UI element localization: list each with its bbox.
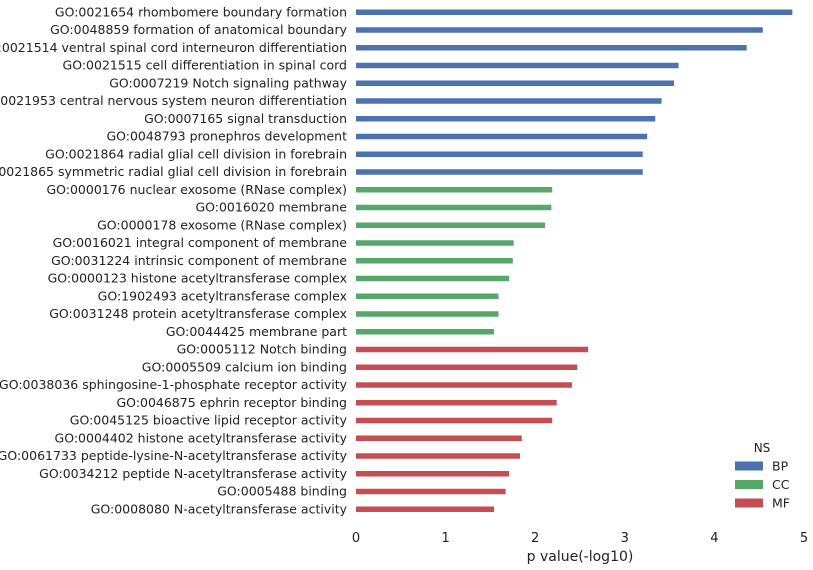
category-label: GO:0021515 cell differentiation in spina… — [63, 58, 347, 73]
bar-mf — [356, 488, 506, 495]
bar-cc — [356, 240, 514, 246]
category-label: GO:0038036 sphingosine-1-phosphate recep… — [0, 377, 348, 392]
x-tick-label: 0 — [352, 531, 360, 546]
bar-bp — [356, 116, 656, 122]
bar-mf — [356, 435, 522, 441]
category-label: GO:0031224 intrinsic component of membra… — [51, 253, 347, 268]
category-label: GO:0005488 binding — [217, 484, 347, 499]
category-label: GO:0048859 formation of anatomical bound… — [50, 22, 347, 37]
bar-bp — [356, 80, 675, 86]
x-tick-label: 2 — [531, 531, 539, 546]
bar-bp — [356, 98, 662, 104]
x-tick-label: 4 — [710, 531, 718, 546]
bar-cc — [356, 187, 553, 193]
category-label: GO:0031248 protein acetyltransferase com… — [49, 306, 347, 321]
category-label: GO:0061733 peptide-lysine-N-acetyltransf… — [0, 448, 348, 463]
category-label: GO:0048793 pronephros development — [106, 129, 347, 144]
bar-mf — [356, 471, 510, 477]
bar-cc — [356, 311, 499, 317]
bar-mf — [356, 417, 553, 424]
category-label: GO:0046875 ephrin receptor binding — [116, 395, 347, 410]
category-label: GO:0016020 membrane — [195, 200, 347, 215]
category-label: GO:0021865 symmetric radial glial cell d… — [0, 164, 347, 179]
category-label: GO:0005112 Notch binding — [177, 342, 347, 357]
x-axis-ticks-group: 0 1 2 3 4 5 — [352, 531, 808, 546]
category-label: GO:0044425 membrane part — [166, 324, 347, 339]
category-label: GO:0021654 rhombomere boundary formation — [55, 4, 347, 19]
category-label: GO:0000178 exosome (RNase complex) — [97, 217, 347, 232]
legend-swatch-bp — [735, 461, 763, 471]
category-labels-group: GO:0021654 rhombomere boundary formation… — [0, 4, 348, 516]
category-label: GO:0005509 calcium ion binding — [142, 359, 347, 374]
category-label: GO:0045125 bioactive lipid receptor acti… — [70, 413, 348, 428]
bar-bp — [356, 45, 747, 51]
bar-cc — [356, 222, 546, 228]
bar-bp — [356, 133, 648, 140]
bar-mf — [356, 400, 557, 406]
category-label: GO:0000123 histone acetyltransferase com… — [48, 271, 347, 286]
bar-cc — [356, 293, 499, 299]
bar-bp — [356, 151, 643, 157]
category-label: GO:0021514 ventral spinal cord interneur… — [0, 40, 347, 55]
bars-group — [356, 9, 793, 512]
bar-cc — [356, 258, 513, 264]
category-label: GO:0007165 signal transduction — [144, 111, 347, 126]
bar-mf — [356, 453, 520, 459]
category-label: GO:0008080 N-acetyltransferase activity — [91, 501, 348, 516]
bar-bp — [356, 62, 679, 69]
category-label: GO:0004402 histone acetyltransferase act… — [55, 430, 348, 445]
category-label: GO:0016021 integral component of membran… — [53, 235, 348, 250]
bar-cc — [356, 329, 494, 335]
bar-bp — [356, 9, 793, 15]
bar-mf — [356, 346, 589, 353]
legend-title: NS — [754, 441, 771, 455]
category-label: GO:0000176 nuclear exosome (RNase comple… — [46, 182, 347, 197]
bar-bp — [356, 169, 643, 175]
x-axis-label: p value(-log10) — [527, 549, 634, 565]
legend-swatch-mf — [735, 498, 763, 508]
legend-swatch-cc — [735, 480, 763, 489]
legend-label-mf: MF — [772, 496, 790, 511]
category-label: GO:1902493 acetyltransferase complex — [98, 288, 347, 303]
x-tick-label: 1 — [441, 531, 449, 546]
category-label: GO:0007219 Notch signaling pathway — [109, 75, 347, 90]
bar-cc — [356, 204, 552, 211]
legend-label-bp: BP — [772, 459, 789, 474]
x-tick-label: 5 — [800, 531, 808, 546]
category-label: GO:0034212 peptide N-acetyltransferase a… — [39, 466, 347, 481]
bar-bp — [356, 27, 763, 33]
category-label: GO:0021953 central nervous system neuron… — [0, 93, 347, 108]
x-tick-label: 3 — [621, 531, 629, 546]
bar-mf — [356, 506, 494, 512]
bar-mf — [356, 382, 572, 388]
category-label: GO:0021864 radial glial cell division in… — [45, 146, 347, 161]
bar-cc — [356, 275, 510, 282]
bar-mf — [356, 364, 578, 370]
legend-label-cc: CC — [772, 477, 790, 492]
